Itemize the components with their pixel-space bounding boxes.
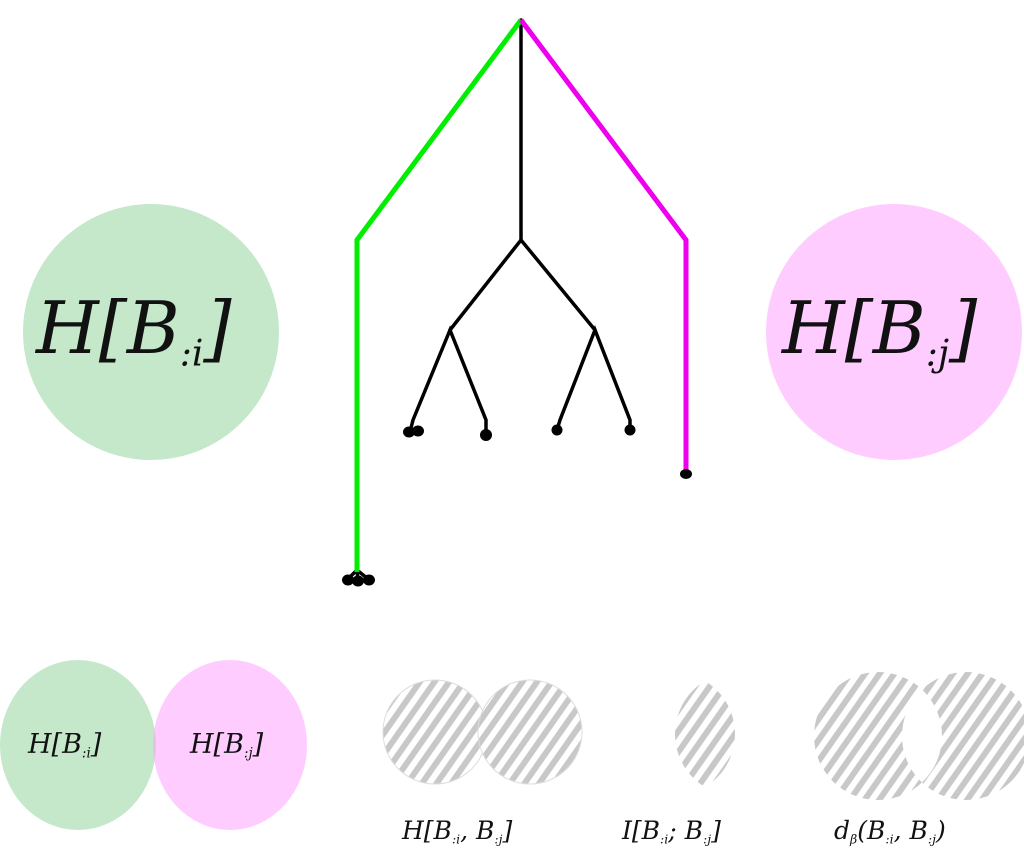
tree: [346, 18, 632, 582]
mutual-information-label: I[B:i; B:j]: [622, 816, 721, 847]
venn-label-i: H[B:i]: [28, 729, 102, 762]
green-path: [354, 18, 524, 572]
distance-label: dβ(B:i, B:j): [834, 816, 946, 847]
leaf-nodes: [342, 424, 692, 587]
venn-circle-j: [153, 660, 307, 830]
entropy-circle-i: [23, 204, 279, 460]
joint-entropy-shape: [382, 679, 583, 785]
entropy-label-j: H[B:j]: [782, 286, 978, 375]
venn-circle-i: [0, 660, 156, 830]
distance-shape: [814, 672, 1024, 800]
mutual-information-shape: [675, 672, 735, 796]
entropy-label-i: H[B:i]: [36, 286, 232, 375]
entropy-circle-j: [766, 204, 1022, 460]
magenta-path: [519, 18, 689, 472]
joint-entropy-label: H[B:i, B:j]: [402, 816, 513, 847]
venn-label-j: H[B:j]: [190, 729, 264, 762]
